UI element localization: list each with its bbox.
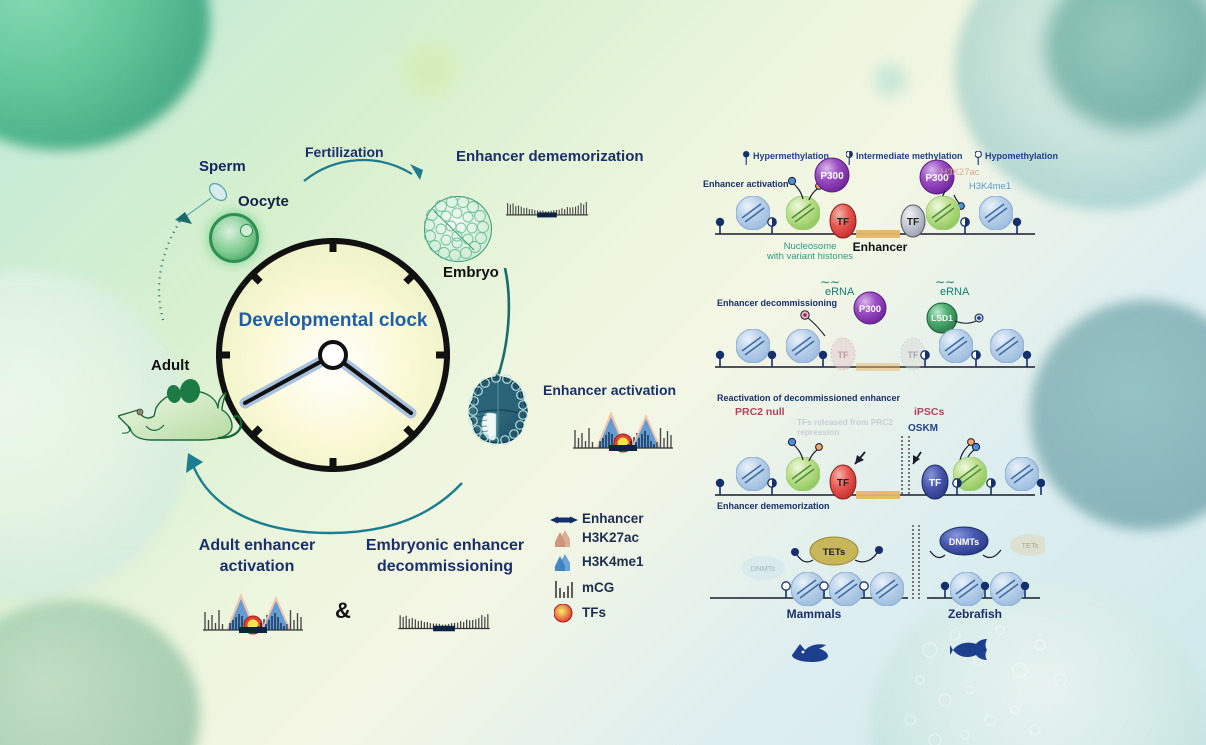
svg-text:H3K27ac: H3K27ac <box>940 167 979 178</box>
svg-text:TF: TF <box>838 350 849 360</box>
svg-text:DNMTs: DNMTs <box>751 564 776 573</box>
svg-text:TF: TF <box>837 478 849 489</box>
svg-text:LSD1: LSD1 <box>931 313 953 323</box>
svg-text:Mammals: Mammals <box>787 607 842 621</box>
svg-text:DNMTs: DNMTs <box>949 537 979 547</box>
svg-text:TETs: TETs <box>1021 541 1038 550</box>
svg-text:TF: TF <box>908 350 919 360</box>
svg-text:TF: TF <box>837 217 849 228</box>
svg-text:TF: TF <box>907 217 919 228</box>
svg-text:TETs: TETs <box>823 547 846 558</box>
svg-text:H3K4me1: H3K4me1 <box>969 181 1011 192</box>
svg-text:Zebrafish: Zebrafish <box>948 607 1002 621</box>
svg-text:P300: P300 <box>859 304 881 315</box>
svg-text:with variant histones: with variant histones <box>766 251 853 262</box>
svg-text:Enhancer: Enhancer <box>853 240 908 254</box>
svg-text:TF: TF <box>929 478 941 489</box>
svg-text:P300: P300 <box>820 171 844 182</box>
